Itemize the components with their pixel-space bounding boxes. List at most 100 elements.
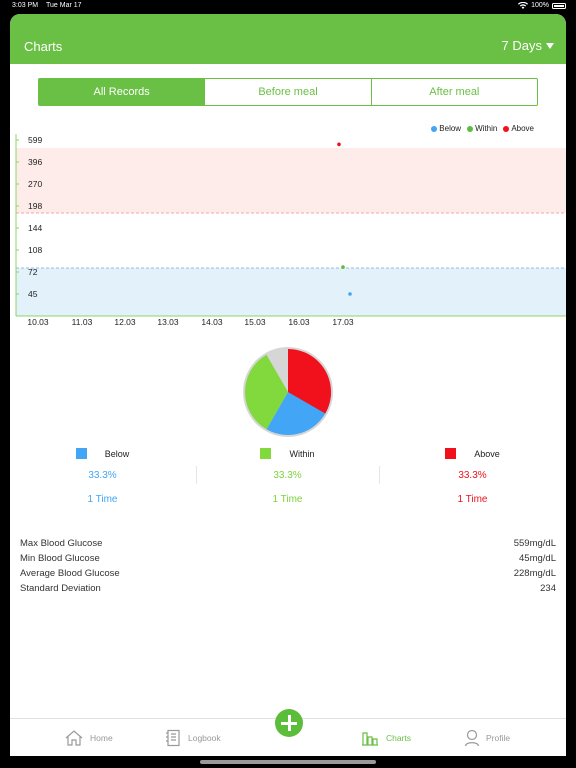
pie-slice-within	[245, 354, 288, 430]
data-point-within	[341, 265, 345, 269]
y-tick-label: 270	[28, 179, 42, 189]
stat-below-times: 1 Time	[87, 494, 118, 505]
chart-legend: Below Within Above	[431, 124, 534, 133]
x-tick-label: 17.03	[332, 317, 354, 327]
summary-value: 234	[540, 583, 556, 594]
status-time: 3:03 PM	[12, 2, 39, 9]
data-point-above	[337, 142, 341, 147]
page-title: Charts	[24, 39, 63, 54]
stat-within-label: Within	[289, 448, 315, 459]
x-tick-label: 10.03	[27, 317, 49, 327]
glucose-summary: Max Blood Glucose 559mg/dL Min Blood Gluc…	[20, 536, 556, 596]
home-indicator	[200, 760, 376, 764]
pie-slice-above	[288, 349, 331, 414]
legend-below-label: Below	[439, 124, 462, 133]
glucose-scatter-chart: 599 396 270 198 144 108 72 45 10.03 11.03 12.03 13…	[15, 134, 566, 327]
stat-above: Above 33.3% 1 Time	[380, 446, 565, 514]
stat-within-head: Within	[195, 448, 380, 459]
logbook-icon	[166, 729, 180, 747]
tab-logbook-label: Logbook	[188, 733, 221, 743]
stat-below-label: Below	[104, 448, 130, 459]
y-tick-label: 396	[28, 157, 42, 167]
stat-below-percent: 33.3%	[88, 470, 117, 481]
summary-label: Standard Deviation	[20, 583, 101, 594]
filter-before-meal[interactable]: Before meal	[205, 79, 372, 105]
range-select[interactable]: 7 Days	[502, 38, 554, 53]
stat-below: Below 33.3% 1 Time	[10, 446, 195, 514]
within-swatch-icon	[260, 448, 272, 459]
app-window: Charts 7 Days All Records Before meal Af…	[10, 14, 566, 756]
stat-within-percent: 33.3%	[273, 470, 302, 481]
header: Charts 7 Days	[10, 14, 566, 64]
stat-above-percent: 33.3%	[458, 470, 487, 481]
x-tick-label: 14.03	[201, 317, 223, 327]
summary-value: 228mg/dL	[513, 568, 556, 579]
legend-within-label: Within	[475, 124, 498, 133]
caret-down-icon	[546, 42, 554, 49]
status-indicators: 100%	[518, 2, 566, 9]
battery-percent: 100%	[531, 2, 549, 9]
y-tick-label: 72	[28, 267, 38, 277]
range-select-label: 7 Days	[501, 38, 542, 53]
tab-charts-label: Charts	[386, 733, 412, 743]
tab-profile[interactable]: Profile	[464, 729, 510, 747]
battery-icon	[552, 2, 566, 9]
below-range-band	[16, 268, 566, 316]
x-tick-label: 15.03	[244, 317, 266, 327]
above-swatch-icon	[445, 448, 457, 459]
x-tick-label: 12.03	[114, 317, 136, 327]
summary-value: 559mg/dL	[513, 538, 556, 549]
summary-row-min: Min Blood Glucose 45mg/dL	[20, 551, 556, 566]
stat-within: Within 33.3% 1 Time	[195, 446, 380, 514]
filter-after-meal[interactable]: After meal	[429, 86, 480, 98]
legend-below: Below	[431, 124, 461, 133]
x-tick-label: 13.03	[157, 317, 179, 327]
record-filter: All Records Before meal After meal	[38, 78, 538, 106]
stat-divider	[196, 466, 197, 484]
legend-above: Above	[503, 124, 534, 133]
summary-label: Max Blood Glucose	[20, 538, 103, 549]
y-tick-label: 144	[28, 223, 42, 233]
range-stats: Below 33.3% 1 Time Within 33.3% 1 Time A…	[10, 446, 566, 514]
summary-label: Min Blood Glucose	[20, 553, 100, 564]
below-swatch-icon	[75, 448, 87, 459]
stat-above-label: Above	[474, 448, 500, 459]
summary-row-average: Average Blood Glucose 228mg/dL	[20, 566, 556, 581]
status-date: Tue Mar 17	[46, 2, 82, 9]
tab-home-label: Home	[90, 733, 113, 743]
above-range-band	[16, 148, 566, 213]
y-tick-label: 599	[28, 135, 42, 145]
status-bar: 3:03 PM Tue Mar 17 100%	[0, 0, 576, 14]
legend-above-label: Above	[511, 124, 534, 133]
tab-logbook[interactable]: Logbook	[164, 729, 221, 747]
filter-all-records[interactable]: All Records	[39, 79, 206, 105]
home-icon	[65, 730, 83, 746]
data-point-below	[348, 292, 352, 296]
above-dot-icon	[503, 125, 510, 132]
y-tick-label: 198	[28, 201, 42, 211]
stat-above-times: 1 Time	[457, 494, 488, 505]
x-tick-label: 11.03	[72, 317, 93, 327]
stat-within-times: 1 Time	[272, 494, 303, 505]
profile-icon	[464, 729, 480, 747]
charts-icon	[362, 732, 378, 746]
summary-row-max: Max Blood Glucose 559mg/dL	[20, 536, 556, 551]
stat-above-head: Above	[380, 448, 565, 459]
wifi-icon	[518, 2, 529, 9]
stat-divider	[379, 466, 380, 484]
below-dot-icon	[431, 125, 438, 132]
legend-within: Within	[467, 124, 497, 133]
summary-label: Average Blood Glucose	[20, 568, 120, 579]
tab-profile-label: Profile	[486, 733, 511, 743]
distribution-pie-chart	[243, 347, 333, 437]
stat-below-head: Below	[10, 448, 195, 459]
y-tick-label: 108	[28, 245, 42, 255]
within-dot-icon	[467, 125, 474, 132]
summary-row-std-dev: Standard Deviation 234	[20, 581, 556, 596]
tab-charts[interactable]: Charts	[360, 729, 411, 747]
tab-home[interactable]: Home	[64, 729, 113, 747]
x-tick-label: 16.03	[288, 317, 310, 327]
y-tick-label: 45	[28, 289, 38, 299]
summary-value: 45mg/dL	[519, 553, 556, 564]
add-record-button[interactable]	[275, 709, 303, 737]
